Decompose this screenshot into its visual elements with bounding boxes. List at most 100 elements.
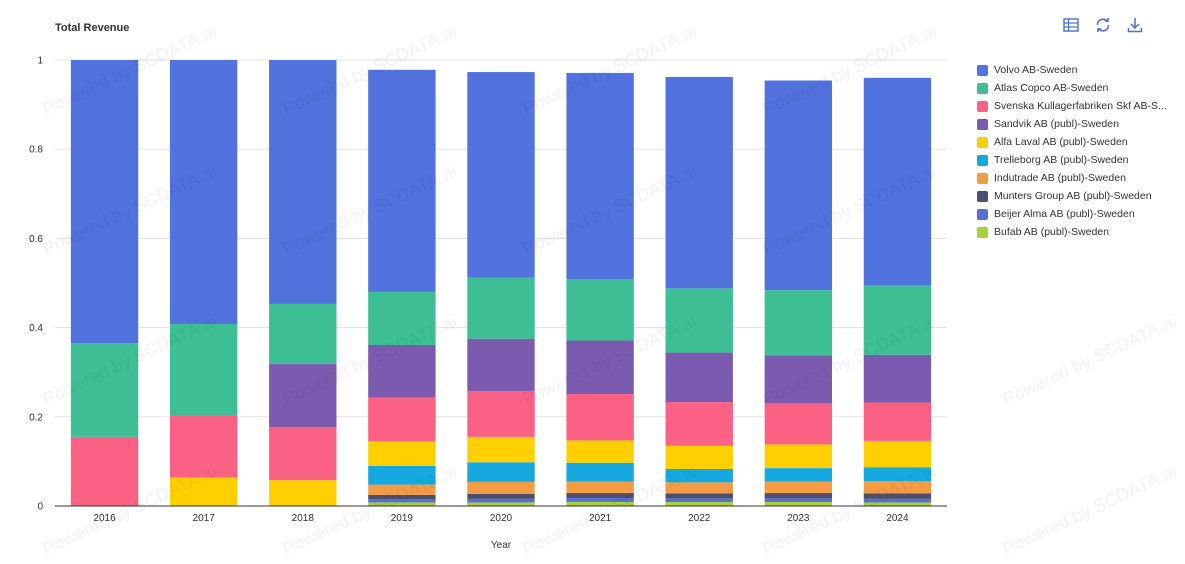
bar-segment[interactable] — [368, 344, 436, 398]
bar-segment[interactable] — [467, 338, 535, 391]
y-tick-label: 0.6 — [29, 234, 43, 245]
bar-segment[interactable] — [566, 481, 634, 494]
legend-swatch — [977, 118, 988, 130]
bar-segment[interactable] — [70, 436, 139, 506]
bar-segment[interactable] — [467, 502, 535, 506]
bar-segment[interactable] — [863, 498, 932, 503]
bar-segment[interactable] — [764, 498, 833, 502]
legend-item[interactable]: Alfa Laval AB (publ)-Sweden — [977, 133, 1177, 151]
bar-segment[interactable] — [368, 484, 436, 495]
legend-item[interactable]: Volvo AB-Sweden — [977, 61, 1177, 79]
bar-segment[interactable] — [467, 390, 535, 437]
bar-segment[interactable] — [169, 324, 238, 416]
bar-segment[interactable] — [764, 468, 833, 482]
bar-segment[interactable] — [863, 493, 932, 499]
bar-segment[interactable] — [863, 402, 932, 441]
bar-segment[interactable] — [665, 482, 733, 494]
legend-swatch — [977, 226, 988, 238]
bar-segment[interactable] — [665, 501, 733, 506]
bar-segment[interactable] — [764, 403, 833, 445]
legend-item[interactable]: Indutrade AB (publ)-Sweden — [977, 169, 1177, 187]
legend-label: Svenska Kullagerfabriken Skf AB-S... — [994, 100, 1167, 112]
bar-segment[interactable] — [269, 427, 337, 481]
bar-segment[interactable] — [566, 440, 634, 463]
bar-segment[interactable] — [467, 277, 535, 339]
bar-segment[interactable] — [764, 501, 833, 506]
x-tick-label: 2023 — [787, 513, 810, 524]
legend-item[interactable]: Beijer Alma AB (publ)-Sweden — [977, 205, 1177, 223]
download-icon — [1127, 18, 1143, 33]
bar-segment[interactable] — [764, 444, 833, 469]
bar-segment[interactable] — [566, 72, 634, 279]
bar-segment[interactable] — [566, 278, 634, 341]
refresh-button[interactable] — [1092, 14, 1114, 36]
bar-segment[interactable] — [566, 497, 634, 502]
bar-segment[interactable] — [368, 291, 436, 345]
bar-segment[interactable] — [70, 343, 139, 437]
bar-segment[interactable] — [269, 480, 337, 506]
bar-segment[interactable] — [169, 60, 238, 325]
bar-segment[interactable] — [665, 445, 733, 469]
bar-segment[interactable] — [863, 77, 932, 286]
bar-segment[interactable] — [368, 397, 436, 442]
bar-segment[interactable] — [764, 355, 833, 404]
stacked-bar-chart: 0 0.2 0.4 0.6 0.8 1 2016 2017 2018 2019 2020 2021 20… — [29, 56, 947, 551]
bar-segment[interactable] — [368, 441, 436, 466]
bar-segment[interactable] — [863, 481, 932, 494]
legend-item[interactable]: Atlas Copco AB-Sweden — [977, 79, 1177, 97]
legend-item[interactable]: Bufab AB (publ)-Sweden — [977, 223, 1177, 241]
bar-segment[interactable] — [70, 60, 139, 344]
bar-segment[interactable] — [665, 402, 733, 446]
legend-label: Volvo AB-Sweden — [994, 64, 1078, 76]
bar-segment[interactable] — [368, 494, 436, 500]
bar-segment[interactable] — [467, 498, 535, 503]
bar-segment[interactable] — [665, 498, 733, 502]
bar-segment[interactable] — [863, 440, 932, 468]
bar-segment[interactable] — [665, 76, 733, 289]
bar-segment[interactable] — [665, 288, 733, 353]
legend-item[interactable]: Sandvik AB (publ)-Sweden — [977, 115, 1177, 133]
bar-segment[interactable] — [863, 285, 932, 355]
bar-segment[interactable] — [764, 290, 833, 356]
bar-segment[interactable] — [368, 499, 436, 503]
bar-segment[interactable] — [764, 493, 833, 499]
bar-segment[interactable] — [269, 303, 337, 364]
legend-label: Atlas Copco AB-Sweden — [994, 82, 1109, 94]
bar-segment[interactable] — [368, 69, 436, 292]
bar-segment[interactable] — [566, 462, 634, 482]
bar-segment[interactable] — [467, 72, 535, 278]
data-view-button[interactable] — [1060, 14, 1082, 36]
bar-segment[interactable] — [566, 394, 634, 441]
x-tick-label: 2018 — [292, 513, 315, 524]
bar-segment[interactable] — [665, 468, 733, 483]
legend-swatch — [977, 172, 988, 184]
x-tick-label: 2016 — [93, 513, 116, 524]
bar-segment[interactable] — [566, 501, 634, 506]
bar-segment[interactable] — [368, 465, 436, 485]
bar-segment[interactable] — [169, 477, 238, 506]
bar-segment[interactable] — [863, 502, 932, 506]
legend-item[interactable]: Trelleborg AB (publ)-Sweden — [977, 151, 1177, 169]
bar-segment[interactable] — [467, 493, 535, 499]
bar-segment[interactable] — [764, 80, 833, 291]
legend-item[interactable]: Svenska Kullagerfabriken Skf AB-S... — [977, 97, 1177, 115]
bar-segment[interactable] — [764, 481, 833, 494]
bar-segment[interactable] — [566, 493, 634, 498]
bar-segment[interactable] — [269, 363, 337, 428]
bar-segment[interactable] — [467, 462, 535, 482]
y-tick-label: 0.2 — [29, 412, 43, 423]
bar-segment[interactable] — [566, 340, 634, 395]
legend-item[interactable]: Munters Group AB (publ)-Sweden — [977, 187, 1177, 205]
bar-segment[interactable] — [169, 415, 238, 478]
bar-segment[interactable] — [665, 493, 733, 499]
bar-segment[interactable] — [269, 60, 337, 304]
bar-segment[interactable] — [863, 354, 932, 403]
download-button[interactable] — [1124, 14, 1146, 36]
bar-segment[interactable] — [467, 436, 535, 463]
bar-segment[interactable] — [368, 502, 436, 506]
legend-swatch — [977, 136, 988, 148]
legend-swatch — [977, 208, 988, 220]
bar-segment[interactable] — [467, 481, 535, 494]
bar-segment[interactable] — [665, 352, 733, 403]
bar-segment[interactable] — [863, 467, 932, 482]
